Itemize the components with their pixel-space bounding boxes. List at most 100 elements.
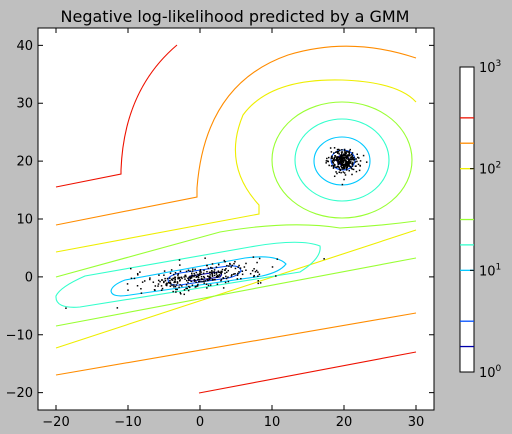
sample-point [351,155,354,157]
sample-point [181,285,183,287]
sample-point [357,163,360,166]
sample-point [340,154,343,156]
sample-point [345,151,347,154]
sample-point [347,158,349,160]
sample-point [334,159,337,161]
sample-point [206,279,209,282]
sample-point [255,269,258,272]
sample-point [253,275,255,278]
sample-point [355,170,358,173]
sample-point [141,281,144,283]
sample-point [130,277,133,280]
colorbar: 100 101 102 103 [459,59,502,381]
sample-point [333,158,335,160]
sample-point [342,161,345,164]
sample-point [192,268,194,270]
sample-point [149,277,151,279]
sample-point [331,160,334,162]
sample-point [195,271,198,274]
sample-point [215,266,218,268]
sample-point [230,275,233,277]
sample-point [178,276,181,279]
sample-point [356,153,358,156]
sample-point [213,270,215,273]
sample-point [198,274,201,276]
sample-point [342,168,344,170]
sample-point [254,270,257,273]
sample-point [185,283,188,286]
sample-point [170,278,173,281]
sample-point [332,158,335,161]
sample-point [211,271,213,273]
x-tick-label: 10 [264,415,281,430]
sample-point [350,156,353,158]
sample-point [349,157,352,159]
sample-point [333,147,336,149]
sample-point [344,167,346,169]
sample-point [185,287,187,290]
sample-point [200,273,202,276]
sample-point [357,156,359,159]
sample-point [209,266,212,269]
sample-point [258,273,261,276]
sample-point [341,183,344,186]
sample-point [341,158,344,161]
sample-point [341,154,344,157]
sample-point [337,165,340,168]
sample-point [342,160,345,162]
sample-point [338,156,341,159]
sample-point [209,276,212,279]
contour-level-100-lower [55,229,417,349]
sample-point [161,279,163,281]
sample-point [337,151,340,153]
sample-point [196,285,199,287]
contour-level-316 [55,44,178,188]
sample-point [220,279,222,282]
sample-point [174,280,176,283]
sample-point [332,162,335,164]
sample-point [180,293,182,295]
sample-point [170,269,173,271]
sample-point [336,151,339,153]
sample-point [166,282,168,284]
sample-point [191,275,194,277]
sample-point [199,280,201,283]
sample-point [351,153,353,156]
sample-point [345,162,348,164]
sample-point [338,149,341,151]
sample-point [333,152,335,154]
sample-point [221,268,224,271]
sample-point [178,259,181,261]
sample-point [334,164,336,166]
sample-point [276,258,279,260]
sample-point [221,271,223,273]
contour-level-178 [55,45,417,226]
sample-point [193,272,195,275]
sample-point [337,161,340,164]
sample-point [187,285,190,288]
sample-point [213,278,215,281]
colorbar-tick-label: 102 [479,161,501,178]
y-tick-label: 10 [16,213,33,228]
sample-point [258,257,261,260]
sample-point [345,160,348,162]
sample-point [169,272,172,274]
sample-point [340,168,342,171]
sample-point [338,171,341,174]
sample-point [344,152,347,155]
sample-point [211,279,214,281]
sample-point [341,162,344,165]
sample-point [330,151,333,153]
sample-point [326,160,329,162]
sample-point [339,159,342,162]
sample-point [191,284,194,286]
sample-point [168,281,170,284]
sample-point [194,274,196,277]
sample-point [200,278,203,280]
y-tick-label: 20 [16,155,33,170]
sample-point [165,284,167,286]
sample-point [225,275,227,278]
sample-point [337,156,340,159]
sample-point [342,163,345,166]
sample-point [256,261,258,264]
